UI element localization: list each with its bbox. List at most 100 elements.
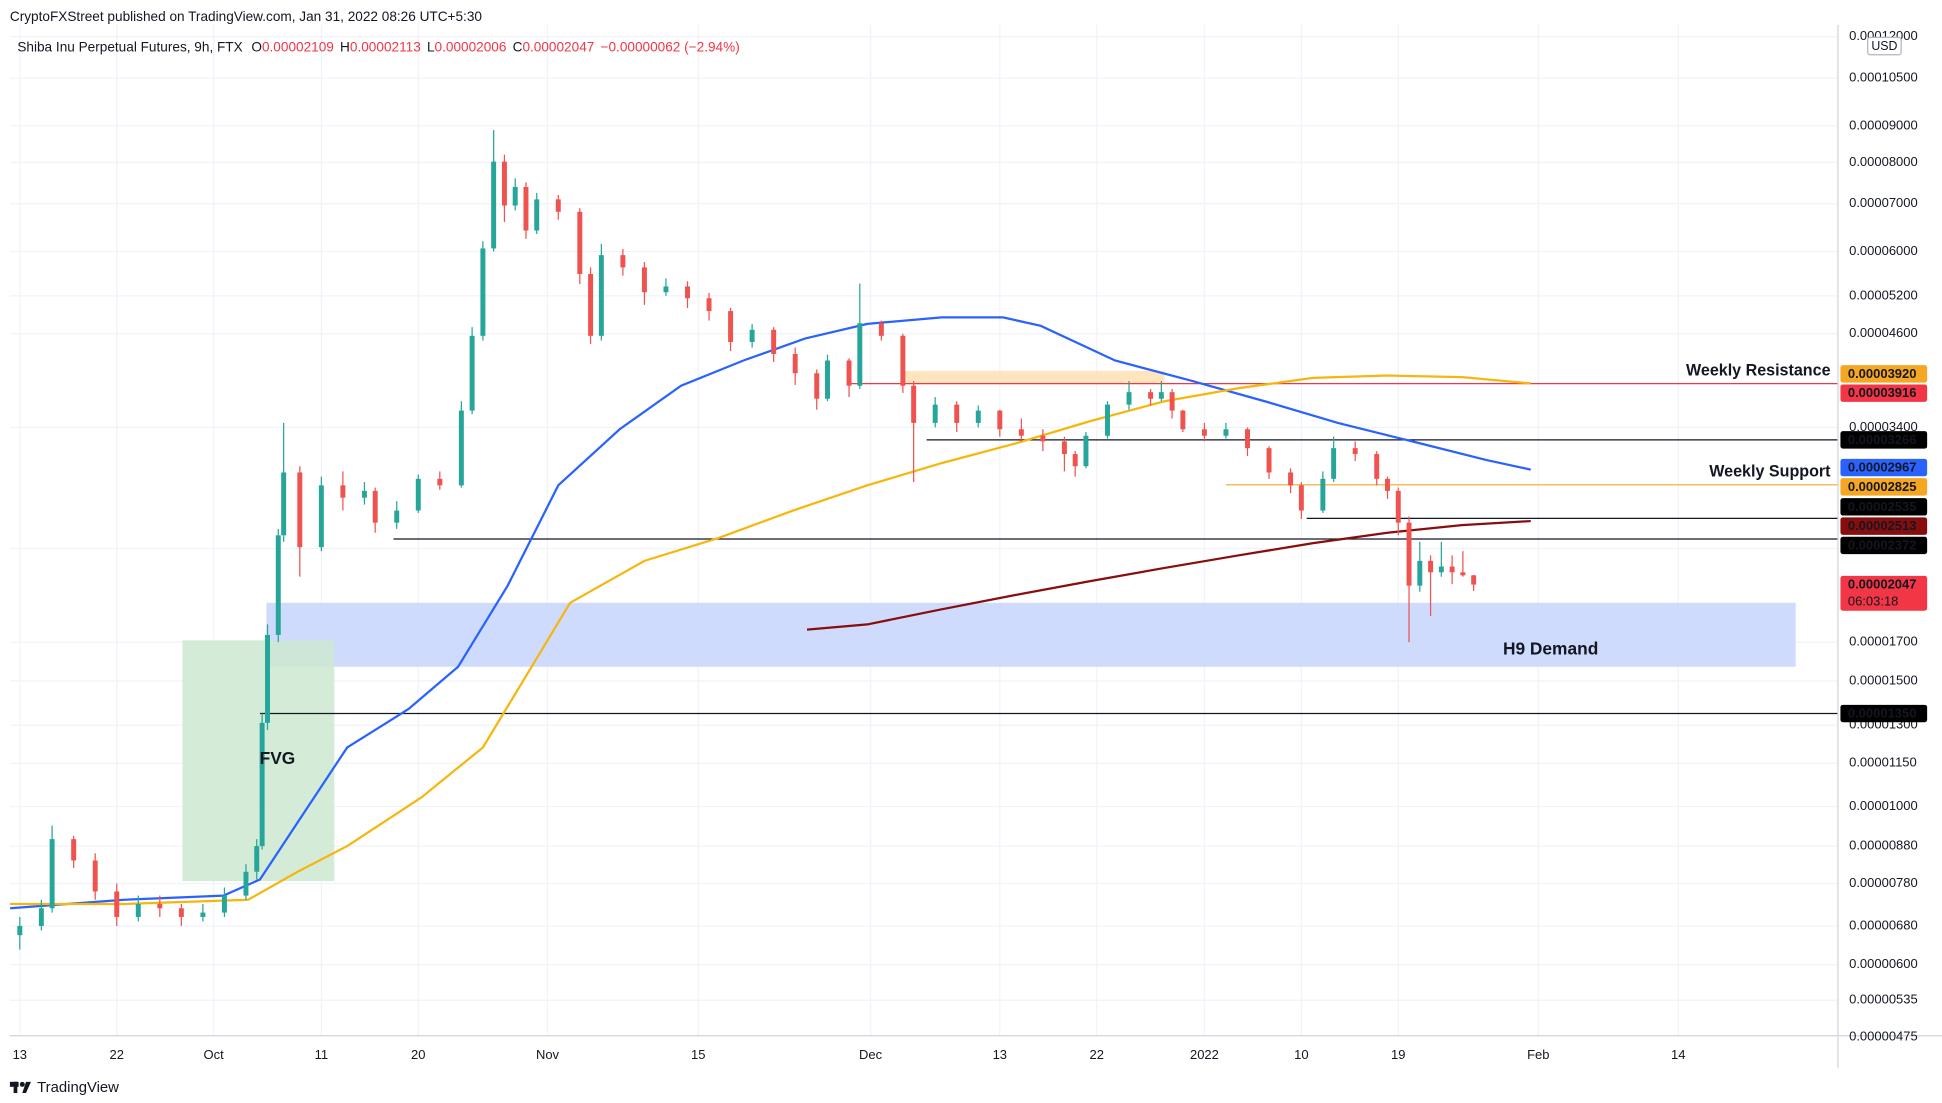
y-tick-label: 0.00000780 <box>1849 875 1918 890</box>
candle-body <box>878 323 884 336</box>
candle-body <box>900 335 906 386</box>
candle-body <box>178 908 184 917</box>
x-tick-label: 13 <box>993 1047 1007 1062</box>
ohlc-key: C <box>513 39 523 54</box>
price-badge-label: 0.00001350 <box>1848 706 1917 721</box>
level-note: Weekly Support <box>1709 463 1831 481</box>
price-badge-label: 0.00002372 <box>1848 537 1917 552</box>
x-tick-label: 20 <box>411 1047 425 1062</box>
candle-body <box>114 891 120 917</box>
candle-body <box>1395 490 1401 523</box>
ohlc-key: L <box>427 39 435 54</box>
x-tick-label: 22 <box>110 1047 124 1062</box>
candle-body <box>281 472 287 536</box>
price-badge <box>1840 478 1928 496</box>
y-tick-label: 0.00001500 <box>1849 672 1918 687</box>
x-tick-label: 10 <box>1294 1047 1308 1062</box>
candle-body <box>415 478 421 511</box>
credit: CryptoFXStreet published on TradingView.… <box>10 9 482 24</box>
candle-body <box>17 925 23 936</box>
candle-body <box>555 199 561 212</box>
candle-body <box>1428 560 1434 573</box>
candle-body <box>38 908 44 926</box>
candle-body <box>534 199 540 231</box>
zone <box>182 640 335 882</box>
candle-body <box>1223 429 1229 436</box>
x-tick-label: 19 <box>1391 1047 1405 1062</box>
ohlc-value: 0.00002109 <box>262 39 334 54</box>
candle-body <box>243 871 249 896</box>
candle-body <box>954 404 960 423</box>
plot-area <box>9 24 1838 1036</box>
zone <box>903 370 1165 385</box>
candle-body <box>932 404 938 423</box>
price-badge-label: 0.00003916 <box>1848 385 1917 400</box>
zone-label: H9 Demand <box>1503 638 1598 658</box>
candle-body <box>372 490 378 523</box>
candle-body <box>1245 429 1250 449</box>
candle-body <box>857 323 863 386</box>
candle-body <box>437 478 443 486</box>
candle-body <box>254 846 260 872</box>
price-badge-label: 0.00002825 <box>1848 479 1917 494</box>
price-badge-label: 0.00002535 <box>1848 499 1917 514</box>
candle-body <box>135 903 141 917</box>
candle-body <box>1105 404 1110 436</box>
moving-average <box>806 519 1531 631</box>
symbol: Shiba Inu Perpetual Futures, 9h, FTX <box>17 39 242 54</box>
price-badge <box>1840 517 1928 535</box>
y-tick-label: 0.00000475 <box>1849 1028 1918 1043</box>
candle-body <box>1385 478 1390 491</box>
candle-body <box>480 248 486 336</box>
candle-body <box>259 722 265 847</box>
candle-body <box>1374 454 1380 479</box>
y-tick-label: 0.00007000 <box>1849 195 1918 210</box>
price-badge-label: 0.00002513 <box>1848 518 1917 533</box>
candle-body <box>1320 478 1326 511</box>
candle-body <box>825 360 830 399</box>
candle-body <box>641 267 647 293</box>
y-tick-label: 0.00003400 <box>1849 419 1918 434</box>
ohlc-key: O <box>251 39 262 54</box>
axes: 13 22 Oct 11 20 Nov 15 Dec 13 22 2022 10 19 Feb 14 0.00… <box>13 28 1918 1062</box>
y-tick-label: 0.00001700 <box>1849 634 1918 649</box>
candle-body <box>1406 522 1412 586</box>
symbol-legend: Shiba Inu Perpetual Futures, 9h, FTX O0.0… <box>17 39 739 54</box>
brand-logo <box>9 1081 31 1094</box>
x-tick-label: 22 <box>1090 1047 1104 1062</box>
candle-body <box>297 472 303 548</box>
candle-body <box>491 161 497 249</box>
candle-body <box>49 839 55 909</box>
candle-body <box>340 485 346 498</box>
moving-average <box>10 374 1531 906</box>
y-tick-label: 0.00000600 <box>1849 956 1918 971</box>
candle-body <box>1083 435 1089 467</box>
y-tick-label: 0.00000880 <box>1849 837 1918 852</box>
x-tick-label: Oct <box>204 1047 225 1062</box>
candle-body <box>1417 560 1423 586</box>
y-tick-label: 0.00010500 <box>1849 70 1918 85</box>
x-tick-label: Dec <box>859 1047 883 1062</box>
candle-body <box>771 329 777 354</box>
candle-body <box>1201 429 1207 436</box>
candle-body <box>1449 566 1455 573</box>
currency-box <box>1867 36 1902 56</box>
candle-body <box>512 186 518 206</box>
candle-body <box>265 634 270 723</box>
price-badge-label: 0.00002967 <box>1848 460 1917 475</box>
candle-body <box>1266 448 1272 473</box>
candle-body <box>1018 429 1024 436</box>
candle-body <box>1061 441 1067 455</box>
price-badge <box>1840 704 1928 723</box>
countdown: 06:03:18 <box>1848 593 1899 608</box>
price-badge-label: 0.00002047 <box>1848 577 1917 592</box>
candle-body <box>1460 572 1466 576</box>
x-tick-label: 15 <box>691 1047 705 1062</box>
currency: USD <box>1871 39 1897 53</box>
candle-body <box>1158 392 1164 399</box>
price-badge <box>1840 458 1928 477</box>
candle-body <box>361 490 367 498</box>
y-tick-label: 0.00009000 <box>1849 117 1918 132</box>
